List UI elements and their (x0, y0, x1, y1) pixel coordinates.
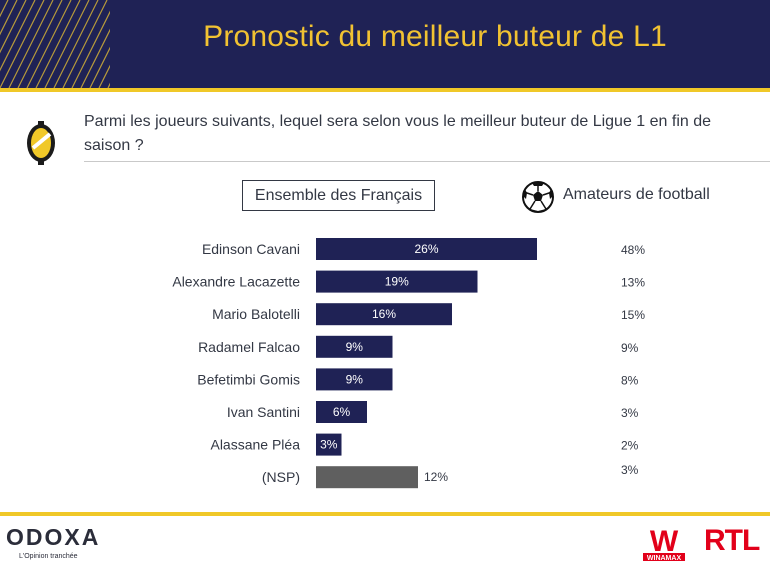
odoxa-tagline: L'Opinion tranchée (19, 553, 78, 560)
bar-all-french (316, 270, 478, 293)
bar-value-label: 19% (385, 275, 409, 289)
amateurs-value-label: 8% (621, 373, 639, 387)
winamax-logo: W WINAMAX (640, 521, 688, 563)
category-label: Radamel Falcao (198, 339, 300, 355)
bar-all-french (316, 335, 393, 358)
bar-all-french (316, 401, 367, 423)
bar-all-french (316, 433, 342, 456)
header-gold-line (0, 88, 770, 92)
header-banner: Pronostic du meilleur buteur de L1 (0, 0, 770, 88)
bar-all-french (316, 303, 452, 326)
soccer-ball-icon (522, 181, 554, 213)
legend-all-french: Ensemble des Français (242, 180, 435, 211)
odoxa-logo: ODOXA (6, 524, 101, 550)
rtl-logo: RTL (704, 524, 760, 557)
bar-value-label: 16% (372, 307, 396, 321)
page-title: Pronostic du meilleur buteur de L1 (203, 20, 667, 53)
amateurs-value-label: 3% (621, 406, 639, 420)
bar-value-label: 9% (346, 372, 364, 386)
bar-value-label: 12% (424, 470, 448, 484)
bar-all-french (316, 466, 418, 489)
bar-all-french (316, 368, 393, 391)
category-label: Edinson Cavani (202, 241, 300, 257)
amateurs-value-label: 3% (621, 463, 639, 477)
svg-text:W: W (650, 525, 679, 558)
amateurs-value-label: 2% (621, 439, 639, 453)
category-label: Alassane Pléa (210, 437, 300, 453)
category-label: Alexandre Lacazette (172, 274, 300, 290)
category-label: Ivan Santini (227, 404, 300, 420)
amateurs-value-label: 15% (621, 308, 645, 322)
bar-value-label: 9% (346, 340, 364, 354)
bar-value-label: 6% (333, 405, 351, 419)
amateurs-value-label: 13% (621, 276, 645, 290)
amateurs-value-label: 48% (621, 243, 645, 257)
header-pattern (0, 0, 110, 88)
category-label: Mario Balotelli (212, 306, 300, 322)
question-divider (84, 161, 770, 162)
bar-value-label: 3% (320, 438, 338, 452)
legend-amateurs-label: Amateurs de football (563, 186, 710, 203)
legend-all-french-label: Ensemble des Français (254, 186, 423, 204)
category-label: Befetimbi Gomis (197, 371, 300, 387)
question-mark-icon (27, 121, 55, 165)
bar-all-french (316, 238, 537, 260)
amateurs-value-label: 9% (621, 341, 639, 355)
bar-value-label: 26% (414, 242, 438, 256)
category-label: (NSP) (262, 469, 300, 485)
svg-text:WINAMAX: WINAMAX (647, 555, 682, 562)
survey-question: Parmi les joueurs suivants, lequel sera … (84, 113, 712, 154)
footer-gold-line (0, 512, 770, 516)
